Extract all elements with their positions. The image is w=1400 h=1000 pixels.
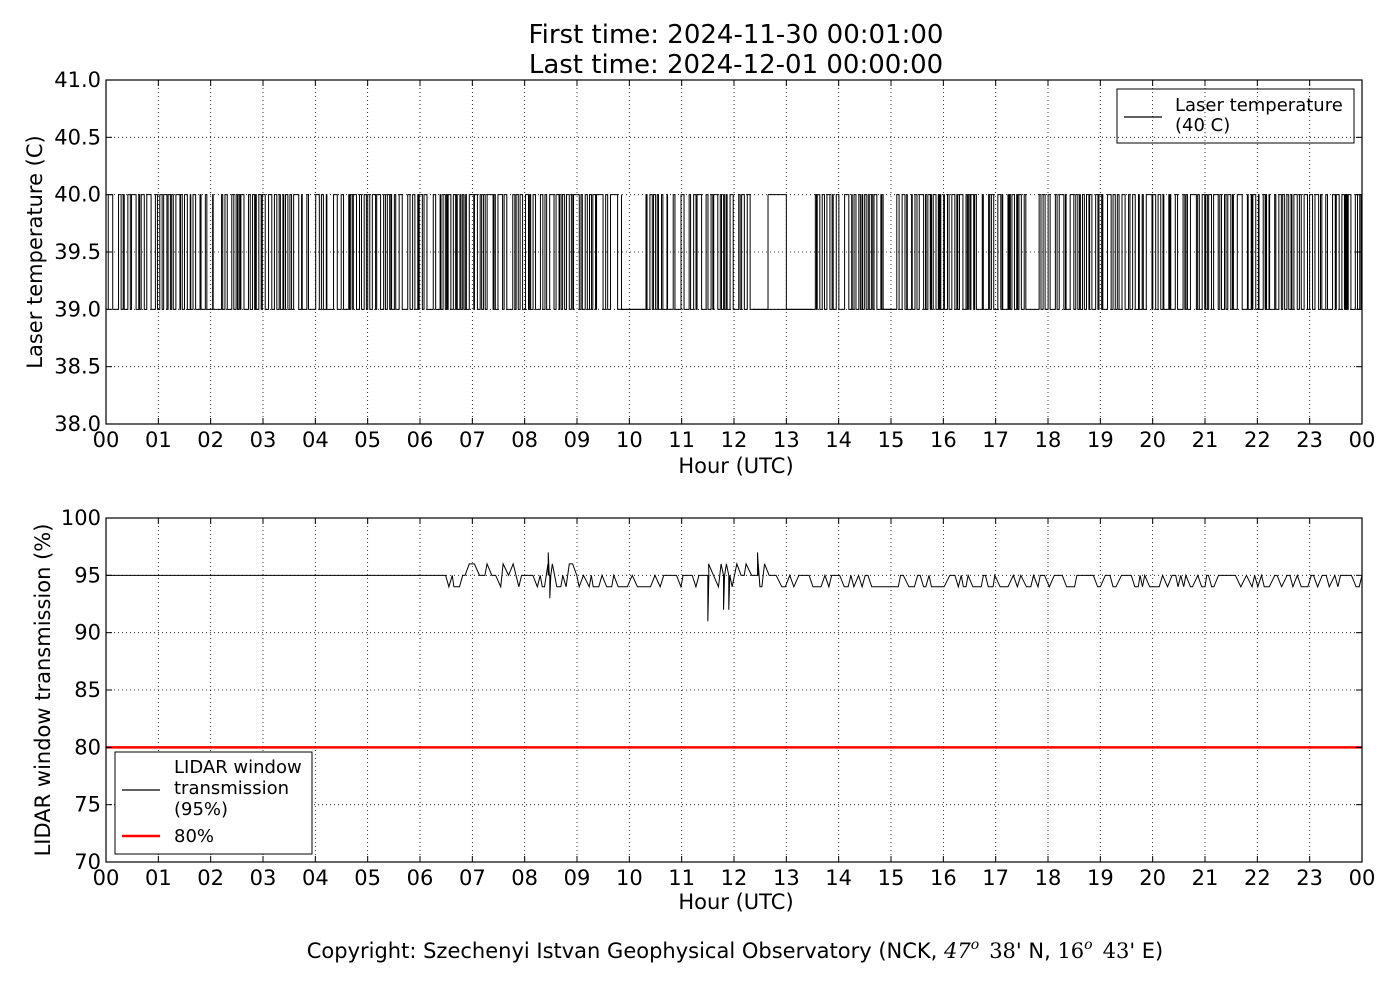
top-x-tick-label: 18 [1035, 428, 1062, 452]
bottom-axes-frame [105, 517, 1363, 863]
copyright-lat-suffix: ' N, [1016, 939, 1058, 963]
top-x-tick-label: 09 [564, 428, 591, 452]
bottom-y-tick-label: 85 [74, 678, 101, 702]
top-x-tick-label: 22 [1244, 428, 1271, 452]
top-y-tick-label: 39.0 [54, 297, 101, 321]
top-legend-box [1116, 88, 1355, 144]
bottom-legend-window-label-line: (95%) [174, 799, 228, 820]
top-x-tick-label: 00 [1349, 428, 1376, 452]
bottom-x-tick-label: 03 [250, 866, 277, 890]
top-x-tick-label: 10 [616, 428, 643, 452]
top-y-tick-label: 40.0 [54, 183, 101, 207]
top-x-tick-label: 16 [930, 428, 957, 452]
bottom-legend-80-label: 80% [174, 826, 214, 847]
top-y-tick-label: 38.0 [54, 412, 101, 436]
top-y-tick-label: 41.0 [54, 68, 101, 92]
bottom-x-tick-label: 11 [668, 866, 695, 890]
bottom-y-tick-label: 95 [74, 563, 101, 587]
top-x-tick-label: 07 [459, 428, 486, 452]
top-x-tick-label: 15 [878, 428, 905, 452]
top-series-laser-temperature [106, 194, 1363, 310]
top-legend-label-line-2: (40 C) [1175, 115, 1230, 136]
bottom-y-tick-label: 100 [61, 506, 101, 530]
bottom-legend-window-label-line: LIDAR window [174, 757, 302, 778]
bottom-legend-window-label-line: transmission [174, 778, 289, 799]
bottom-x-tick-label: 07 [459, 866, 486, 890]
bottom-x-tick-label: 06 [407, 866, 434, 890]
copyright-lon-min: 43 [1103, 939, 1130, 963]
top-x-tick-label: 17 [982, 428, 1009, 452]
bottom-x-tick-label: 17 [982, 866, 1009, 890]
bottom-x-tick-label: 08 [511, 866, 538, 890]
bottom-y-tick-label: 70 [74, 850, 101, 874]
bottom-x-tick-label: 15 [878, 866, 905, 890]
top-x-tick-label: 21 [1192, 428, 1219, 452]
top-x-tick-label: 01 [145, 428, 172, 452]
bottom-y-tick-label: 90 [74, 621, 101, 645]
top-x-tick-label: 11 [668, 428, 695, 452]
top-x-tick-label: 12 [721, 428, 748, 452]
top-x-tick-label: 02 [197, 428, 224, 452]
bottom-x-tick-label: 04 [302, 866, 329, 890]
top-x-axis-label: Hour (UTC) [678, 454, 793, 478]
bottom-x-tick-label: 01 [145, 866, 172, 890]
copyright-lon-suffix: ' E) [1129, 939, 1163, 963]
top-legend: Laser temperature (40 C) [1116, 88, 1355, 144]
bottom-y-tick-label: 80 [74, 735, 101, 759]
bottom-x-tick-label: 05 [354, 866, 381, 890]
top-x-tick-label: 04 [302, 428, 329, 452]
copyright-lat-deg: 47 [943, 939, 971, 963]
bottom-x-tick-label: 00 [93, 866, 120, 890]
bottom-x-tick-label: 14 [825, 866, 852, 890]
top-x-tick-label: 05 [354, 428, 381, 452]
title-line-1: First time: 2024-11-30 00:01:00 [529, 20, 944, 50]
bottom-x-tick-label: 16 [930, 866, 957, 890]
top-axes-frame [105, 79, 1363, 425]
top-y-tick-label: 40.5 [54, 125, 101, 149]
copyright-lat-min: 38 [989, 939, 1016, 963]
bottom-x-tick-label: 10 [616, 866, 643, 890]
bottom-x-tick-label: 12 [721, 866, 748, 890]
top-x-tick-label: 14 [825, 428, 852, 452]
bottom-x-tick-label: 00 [1349, 866, 1376, 890]
bottom-x-tick-label: 22 [1244, 866, 1271, 890]
top-x-tick-label: 13 [773, 428, 800, 452]
bottom-x-tick-label: 19 [1087, 866, 1114, 890]
bottom-x-tick-label: 13 [773, 866, 800, 890]
top-y-tick-label: 39.5 [54, 240, 101, 264]
copyright-lon-deg-sup: o [1084, 937, 1092, 953]
top-x-tick-label: 06 [407, 428, 434, 452]
top-x-tick-label: 19 [1087, 428, 1114, 452]
bottom-x-tick-label: 23 [1296, 866, 1323, 890]
top-x-tick-label: 03 [250, 428, 277, 452]
bottom-x-tick-label: 18 [1035, 866, 1062, 890]
bottom-y-axis-label: LIDAR window transmission (%) [31, 524, 55, 857]
copyright-lat-deg-sup: o [971, 937, 979, 953]
top-x-tick-label: 00 [93, 428, 120, 452]
bottom-legend-box [114, 751, 313, 855]
title-line-2: Last time: 2024-12-01 00:00:00 [529, 50, 943, 80]
top-legend-label-line-1: Laser temperature [1175, 95, 1343, 116]
bottom-x-tick-label: 02 [197, 866, 224, 890]
copyright-text: Copyright: Szechenyi Istvan Geophysical … [307, 937, 1164, 963]
top-x-tick-label: 23 [1296, 428, 1323, 452]
copyright-lon-deg: 16 [1057, 939, 1084, 963]
top-y-tick-label: 38.5 [54, 355, 101, 379]
top-x-tick-label: 20 [1139, 428, 1166, 452]
top-x-tick-label: 08 [511, 428, 538, 452]
bottom-x-tick-label: 20 [1139, 866, 1166, 890]
bottom-x-tick-label: 21 [1192, 866, 1219, 890]
bottom-x-tick-label: 09 [564, 866, 591, 890]
bottom-y-tick-label: 75 [74, 793, 101, 817]
top-y-axis-label: Laser temperature (C) [23, 135, 47, 368]
bottom-series-window-transmission [106, 552, 1363, 622]
bottom-x-axis-label: Hour (UTC) [678, 890, 793, 914]
copyright-prefix: Copyright: Szechenyi Istvan Geophysical … [307, 939, 944, 963]
